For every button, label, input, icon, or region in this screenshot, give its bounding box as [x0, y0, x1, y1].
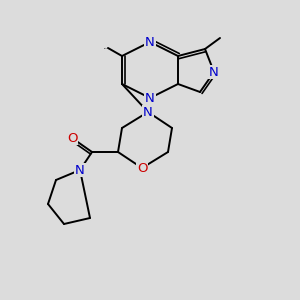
Text: N: N — [75, 164, 85, 176]
Text: N: N — [209, 65, 219, 79]
Text: O: O — [137, 161, 147, 175]
Text: N: N — [143, 106, 153, 118]
Text: N: N — [145, 35, 155, 49]
Text: N: N — [145, 92, 155, 104]
Text: methyl: methyl — [103, 47, 108, 49]
Text: O: O — [67, 131, 77, 145]
